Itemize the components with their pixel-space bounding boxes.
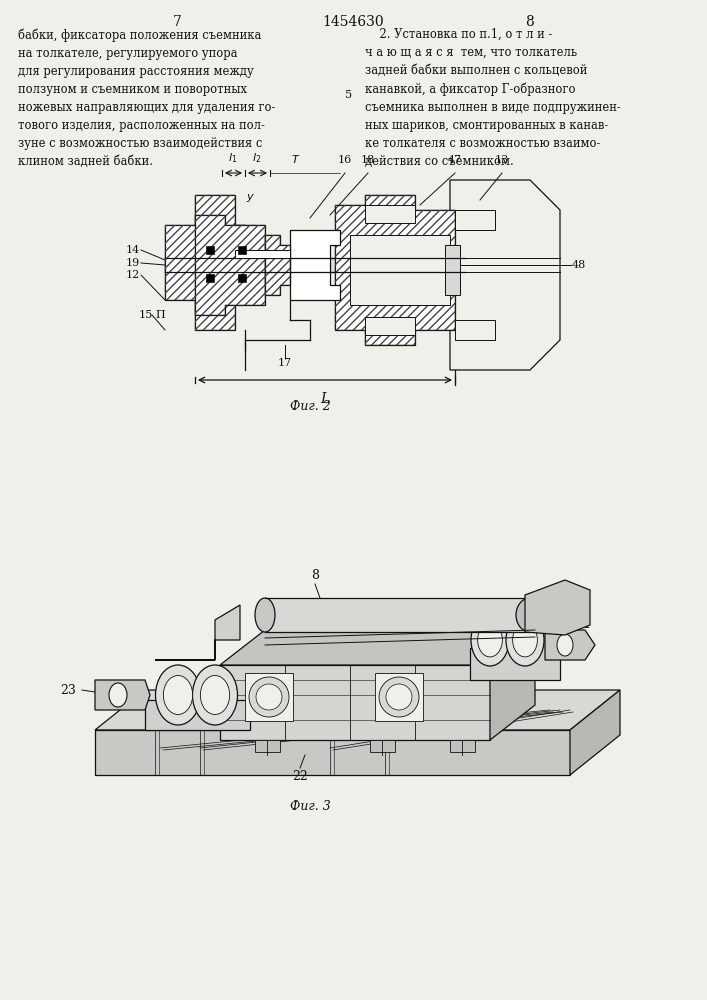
Text: 12: 12 [126,270,140,280]
Bar [455,210,495,230]
Polygon shape [195,215,265,315]
Polygon shape [220,665,490,740]
Bar [245,673,293,721]
Bar [238,246,246,254]
Bar [206,246,214,254]
Bar [165,258,465,272]
Text: 22: 22 [292,770,308,783]
Ellipse shape [513,623,537,657]
Text: Фиг. 2: Фиг. 2 [290,400,330,413]
Polygon shape [155,605,240,660]
Polygon shape [290,230,340,300]
Polygon shape [335,195,455,345]
Text: $l_2$: $l_2$ [252,151,262,165]
Text: T: T [291,155,298,165]
Bar [350,235,450,305]
Polygon shape [145,685,250,730]
Ellipse shape [156,665,201,725]
Text: L: L [320,392,329,406]
Ellipse shape [109,683,127,707]
Text: 8: 8 [311,569,319,582]
Bar [450,740,475,752]
Text: 14: 14 [126,245,140,255]
Text: D: D [315,256,325,269]
Polygon shape [220,630,535,665]
Text: бабки, фиксатора положения съемника
на толкателе, регулируемого упора
для регули: бабки, фиксатора положения съемника на т… [18,28,275,167]
Ellipse shape [557,634,573,656]
Text: 23: 23 [60,684,76,696]
Text: 7: 7 [173,15,182,29]
Bar [255,740,280,752]
Text: 2. Установка по п.1, о т л и -
ч а ю щ а я с я  тем, что толкатель
задней бабки : 2. Установка по п.1, о т л и - ч а ю щ а… [365,28,621,168]
Ellipse shape [379,677,419,717]
Polygon shape [470,630,560,680]
Text: 1454630: 1454630 [322,15,384,29]
Polygon shape [525,580,590,635]
Polygon shape [265,235,290,295]
Ellipse shape [506,614,544,666]
Bar [235,250,290,258]
Bar [365,205,415,223]
Polygon shape [165,195,245,330]
Text: 13: 13 [495,155,509,165]
Ellipse shape [163,676,192,714]
Text: 19: 19 [126,258,140,268]
Text: П: П [155,310,165,320]
Ellipse shape [471,614,509,666]
Ellipse shape [249,677,289,717]
Bar [455,320,495,340]
Bar [365,317,415,335]
Bar [206,274,214,282]
Text: 20: 20 [575,639,591,652]
Ellipse shape [478,623,503,657]
Text: 48: 48 [572,260,586,270]
Polygon shape [450,180,560,370]
Polygon shape [490,630,535,740]
Polygon shape [570,690,620,775]
Bar [445,245,460,295]
Ellipse shape [256,684,282,710]
Text: y: y [247,192,253,202]
Text: 17: 17 [278,358,292,368]
Bar [375,673,423,721]
Text: 5: 5 [345,90,352,100]
Ellipse shape [516,598,544,632]
Polygon shape [95,680,150,710]
Ellipse shape [386,684,412,710]
Ellipse shape [255,598,275,632]
Text: 8: 8 [525,15,534,29]
Text: 47: 47 [448,155,462,165]
Text: 18: 18 [361,155,375,165]
Polygon shape [95,690,620,730]
Bar [370,740,395,752]
Polygon shape [545,630,595,660]
Polygon shape [95,730,570,775]
Bar [238,274,246,282]
Text: 21: 21 [575,618,591,632]
Text: Фиг. 3: Фиг. 3 [290,800,330,813]
Bar [265,598,530,632]
Ellipse shape [192,665,238,725]
Ellipse shape [200,676,230,714]
Text: 15: 15 [139,310,153,320]
Text: 16: 16 [338,155,352,165]
Text: $l_1$: $l_1$ [228,151,238,165]
